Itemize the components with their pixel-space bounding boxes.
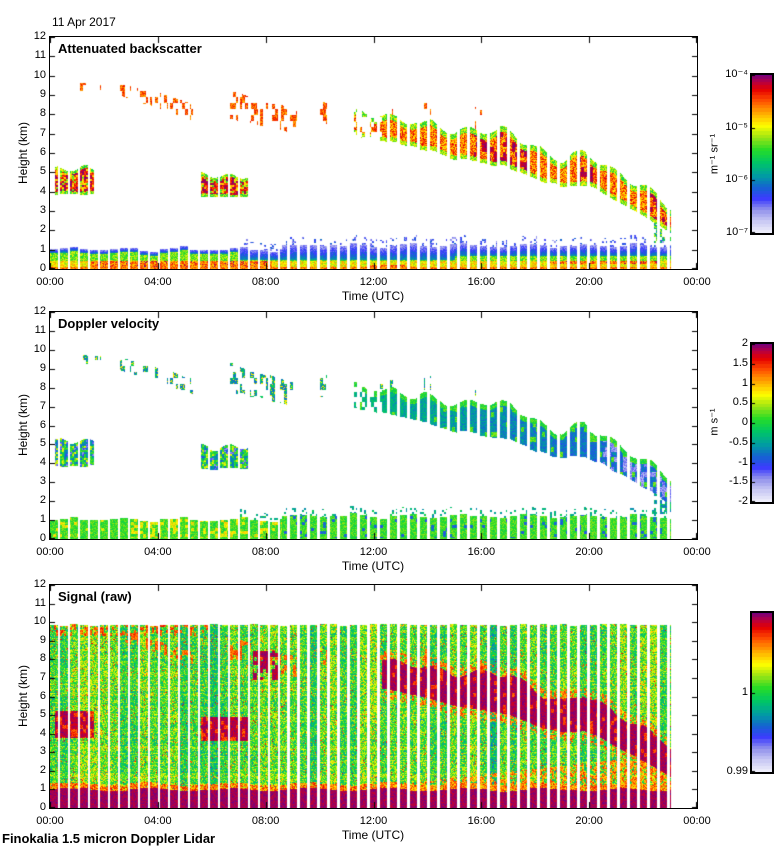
y-tick-label: 0 — [39, 801, 46, 813]
x-axis-label-doppler-velocity: Time (UTC) — [341, 559, 405, 573]
x-tick-label: 08:00 — [251, 546, 280, 558]
backscatter-heatmap-canvas — [49, 36, 698, 270]
x-tick-label: 12:00 — [359, 546, 388, 558]
y-tick-label: 6 — [39, 418, 46, 431]
colorbar-tick-label: -1 — [738, 455, 748, 468]
y-tick-label: 12 — [33, 305, 46, 317]
colorbar-unit-backscatter: m⁻¹ sr⁻¹ — [708, 133, 721, 175]
footer-instrument-label: Finokalia 1.5 micron Doppler Lidar — [2, 831, 216, 846]
y-tick-label: 3 — [39, 204, 46, 216]
colorbar-tick-label: -1.5 — [729, 475, 748, 488]
y-tick-label: 0 — [39, 262, 46, 274]
y-tick-label: 11 — [34, 596, 46, 609]
x-tick-label: 08:00 — [251, 815, 280, 827]
y-tick-label: 1 — [39, 242, 46, 255]
colorbar-tick-label: -2 — [738, 495, 748, 507]
y-tick-label: 11 — [34, 49, 46, 62]
y-tick-label: 8 — [39, 652, 46, 665]
x-axis-label-signal-raw: Time (UTC) — [341, 828, 405, 842]
y-tick-label: 10 — [33, 68, 46, 81]
y-tick-label: 5 — [39, 437, 46, 450]
y-tick-label: 2 — [39, 763, 46, 776]
x-tick-label: 00:00 — [683, 546, 711, 558]
signal-raw-heatmap-canvas — [49, 584, 698, 809]
y-tick-label: 0 — [39, 532, 46, 544]
y-tick-label: 1 — [39, 782, 46, 795]
colorbar-tick-label: 0 — [741, 416, 748, 428]
doppler-velocity-colorbar — [750, 342, 774, 504]
y-tick-label: 7 — [39, 399, 46, 412]
y-tick-label: 9 — [39, 633, 46, 646]
panel-title-backscatter: Attenuated backscatter — [58, 41, 202, 56]
panel-title-doppler-velocity: Doppler velocity — [58, 316, 160, 331]
colorbar-tick-label: 2 — [741, 337, 748, 349]
y-tick-label: 10 — [33, 342, 46, 355]
colorbar-tick-label: -0.5 — [729, 435, 748, 448]
x-tick-label: 16:00 — [467, 546, 496, 558]
colorbar-tick-label: 0.5 — [732, 396, 748, 409]
x-tick-label: 00:00 — [36, 815, 64, 827]
y-tick-label: 10 — [33, 615, 46, 628]
y-tick-label: 6 — [39, 146, 46, 158]
date-label: 11 Apr 2017 — [52, 15, 116, 29]
y-tick-label: 7 — [39, 670, 46, 683]
x-tick-label: 16:00 — [467, 815, 496, 827]
colorbar-tick-label: 1 — [741, 376, 748, 389]
y-tick-label: 12 — [33, 578, 46, 590]
colorbar-tick-label: 10⁻⁷ — [725, 226, 748, 238]
x-tick-label: 12:00 — [359, 815, 388, 827]
x-tick-label: 00:00 — [683, 276, 711, 288]
x-tick-label: 20:00 — [575, 546, 603, 558]
y-tick-label: 1 — [39, 513, 46, 526]
colorbar-tick-label: 10⁻⁴ — [725, 68, 748, 80]
y-tick-label: 12 — [33, 30, 46, 42]
x-tick-label: 08:00 — [251, 276, 280, 288]
y-tick-label: 5 — [39, 708, 46, 721]
colorbar-tick-label: 1.5 — [732, 356, 748, 369]
colorbar-tick-label: 0.99 — [726, 765, 748, 777]
panel-title-signal-raw: Signal (raw) — [58, 589, 132, 604]
y-tick-label: 2 — [39, 223, 46, 236]
y-tick-label: 9 — [39, 88, 46, 100]
x-tick-label: 16:00 — [467, 276, 496, 288]
x-tick-label: 04:00 — [144, 276, 172, 288]
y-tick-label: 4 — [39, 726, 46, 739]
x-tick-label: 12:00 — [359, 276, 388, 288]
x-tick-label: 00:00 — [683, 815, 711, 827]
y-tick-label: 8 — [39, 107, 46, 120]
colorbar-tick-label: 1 — [741, 685, 748, 698]
x-tick-label: 04:00 — [144, 546, 172, 558]
y-tick-label: 3 — [39, 745, 46, 758]
signal-raw-colorbar — [750, 611, 774, 774]
y-tick-label: 5 — [39, 165, 46, 178]
y-tick-label: 6 — [39, 689, 46, 702]
x-tick-label: 04:00 — [144, 815, 172, 827]
backscatter-colorbar — [750, 73, 774, 235]
y-tick-label: 4 — [39, 184, 46, 197]
x-tick-label: 20:00 — [575, 815, 603, 827]
colorbar-tick-label: 10⁻⁶ — [725, 173, 748, 186]
doppler-velocity-heatmap-canvas — [49, 311, 698, 540]
y-tick-label: 8 — [39, 380, 46, 393]
colorbar-tick-label: 10⁻⁵ — [725, 120, 748, 133]
y-tick-label: 2 — [39, 494, 46, 507]
y-tick-label: 9 — [39, 361, 46, 374]
y-tick-label: 7 — [39, 126, 46, 139]
x-tick-label: 20:00 — [575, 276, 603, 288]
x-axis-label-backscatter: Time (UTC) — [341, 289, 405, 303]
x-tick-label: 00:00 — [36, 276, 64, 288]
x-tick-label: 00:00 — [36, 546, 64, 558]
y-tick-label: 4 — [39, 456, 46, 469]
y-tick-label: 11 — [34, 323, 46, 336]
y-tick-label: 3 — [39, 475, 46, 488]
